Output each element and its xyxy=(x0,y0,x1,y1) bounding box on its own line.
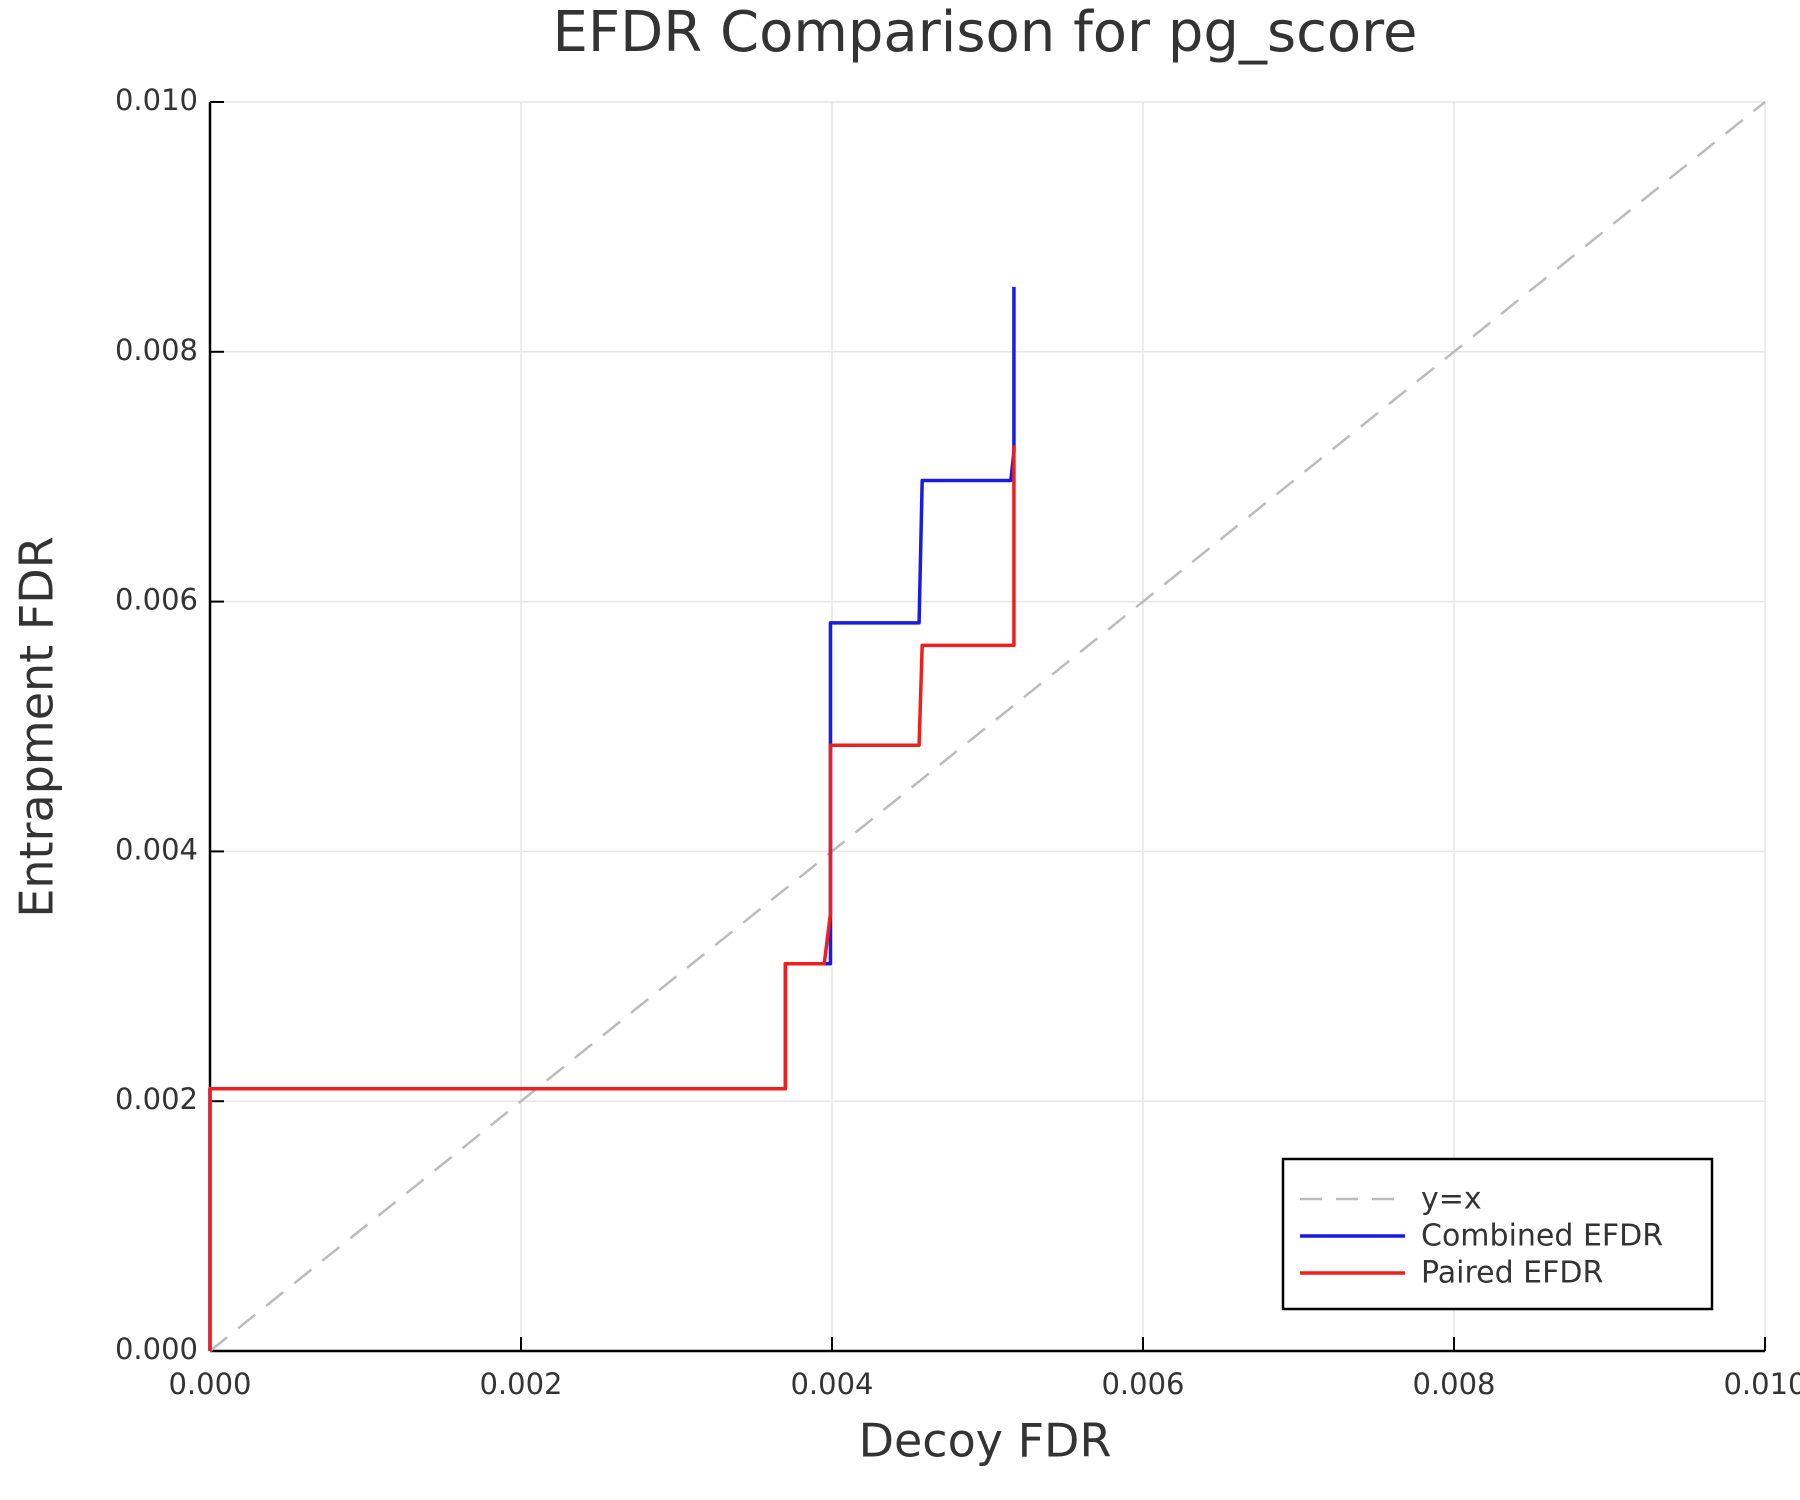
x-tick-label: 0.002 xyxy=(479,1367,562,1401)
y-tick-label: 0.010 xyxy=(115,83,198,117)
x-tick-label: 0.008 xyxy=(1412,1367,1495,1401)
y-tick-label: 0.006 xyxy=(115,583,198,617)
chart-title: EFDR Comparison for pg_score xyxy=(553,0,1418,65)
legend-label: Paired EFDR xyxy=(1421,1256,1603,1291)
series-line xyxy=(208,445,1016,1351)
legend-label: y=x xyxy=(1421,1182,1482,1217)
y-tick-label: 0.004 xyxy=(115,832,198,866)
y-tick-label: 0.000 xyxy=(115,1332,198,1366)
series-line xyxy=(209,101,1766,1352)
legend-box xyxy=(1281,1157,1714,1311)
legend-label: Combined EFDR xyxy=(1421,1219,1663,1254)
series-line xyxy=(208,286,1016,1351)
x-tick-label: 0.006 xyxy=(1101,1367,1184,1401)
x-tick-label: 0.010 xyxy=(1723,1367,1800,1401)
y-tick-label: 0.002 xyxy=(115,1082,198,1116)
y-axis-label: Entrapment FDR xyxy=(10,536,64,917)
y-tick-label: 0.008 xyxy=(115,333,198,367)
plot-area xyxy=(208,101,1766,1352)
x-tick-label: 0.004 xyxy=(790,1367,873,1401)
grid xyxy=(208,101,1766,1353)
x-tick-label: 0.000 xyxy=(168,1367,251,1401)
x-axis-label: Decoy FDR xyxy=(859,1414,1112,1468)
